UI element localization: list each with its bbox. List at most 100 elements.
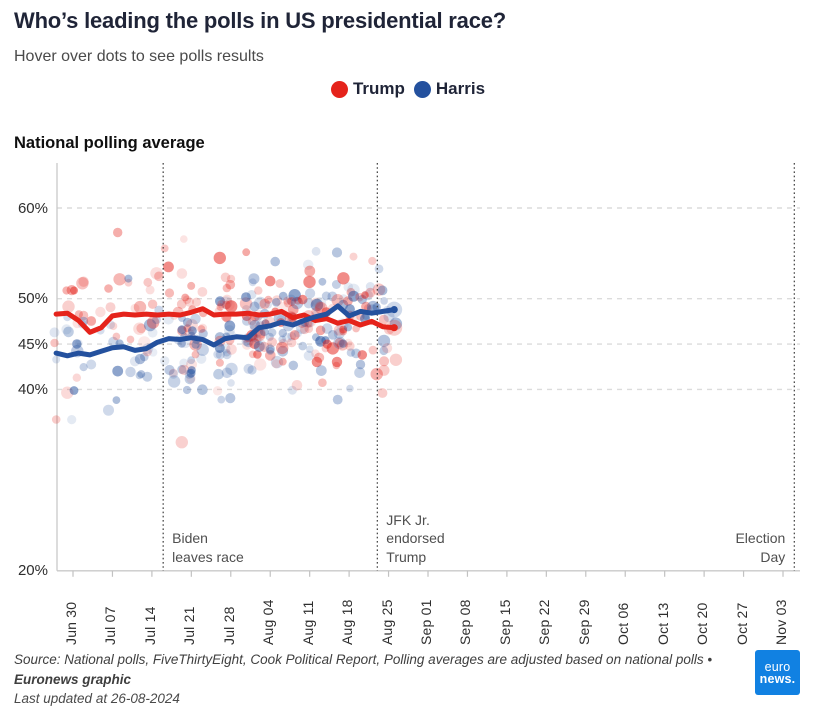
poll-dot-harris[interactable] bbox=[213, 368, 224, 380]
poll-dot-harris[interactable] bbox=[221, 367, 233, 379]
poll-dot-trump[interactable] bbox=[70, 286, 78, 295]
poll-dot-harris[interactable] bbox=[288, 360, 299, 371]
poll-dot-harris[interactable] bbox=[177, 365, 187, 374]
poll-dot-trump[interactable] bbox=[331, 356, 343, 368]
poll-dot-harris[interactable] bbox=[333, 336, 346, 349]
poll-dot-harris[interactable] bbox=[152, 315, 161, 325]
poll-dot-harris[interactable] bbox=[247, 365, 257, 375]
poll-dot-trump[interactable] bbox=[113, 273, 126, 286]
poll-dot-harris[interactable] bbox=[248, 273, 260, 285]
poll-dot-trump[interactable] bbox=[276, 341, 289, 355]
poll-dot-trump[interactable] bbox=[361, 291, 369, 299]
poll-dot-harris[interactable] bbox=[248, 278, 257, 287]
poll-dot-trump[interactable] bbox=[176, 299, 187, 310]
poll-dot-harris[interactable] bbox=[224, 325, 235, 336]
poll-dot-trump[interactable] bbox=[278, 338, 288, 348]
poll-dot-trump[interactable] bbox=[271, 359, 281, 369]
poll-dot-trump[interactable] bbox=[143, 277, 153, 287]
harris-average-line[interactable] bbox=[53, 303, 397, 359]
poll-dot-harris[interactable] bbox=[188, 326, 197, 336]
poll-dot-trump[interactable] bbox=[349, 252, 358, 261]
poll-dot-trump[interactable] bbox=[215, 358, 224, 367]
poll-dot-trump[interactable] bbox=[184, 297, 195, 307]
poll-dot-harris[interactable] bbox=[196, 343, 209, 356]
poll-dot-harris[interactable] bbox=[318, 277, 327, 286]
poll-dot-harris[interactable] bbox=[196, 353, 207, 364]
poll-dot-harris[interactable] bbox=[265, 344, 275, 354]
poll-dot-trump[interactable] bbox=[304, 324, 314, 334]
legend-item-harris[interactable]: Harris bbox=[413, 79, 485, 99]
trump-line-end-marker[interactable] bbox=[390, 324, 398, 332]
poll-dot-harris[interactable] bbox=[311, 246, 321, 256]
poll-dot-harris[interactable] bbox=[112, 396, 121, 404]
poll-dot-trump[interactable] bbox=[242, 248, 251, 257]
poll-dot-harris[interactable] bbox=[377, 334, 391, 348]
poll-dot-harris[interactable] bbox=[287, 385, 297, 395]
poll-dot-harris[interactable] bbox=[215, 296, 225, 307]
poll-dot-trump[interactable] bbox=[370, 367, 383, 381]
poll-dot-trump[interactable] bbox=[377, 388, 388, 398]
poll-dot-trump[interactable] bbox=[66, 285, 77, 296]
poll-dot-harris[interactable] bbox=[355, 359, 366, 370]
poll-dot-harris[interactable] bbox=[147, 327, 158, 338]
poll-dot-trump[interactable] bbox=[104, 284, 113, 293]
poll-dot-harris[interactable] bbox=[168, 369, 179, 379]
poll-dot-harris[interactable] bbox=[278, 335, 287, 344]
poll-dot-harris[interactable] bbox=[288, 289, 301, 302]
poll-dot-trump[interactable] bbox=[303, 275, 316, 289]
poll-dot-trump[interactable] bbox=[267, 337, 277, 348]
poll-dot-trump[interactable] bbox=[146, 316, 160, 329]
poll-dot-harris[interactable] bbox=[383, 311, 395, 323]
poll-dot-trump[interactable] bbox=[72, 373, 82, 382]
poll-dot-trump[interactable] bbox=[136, 323, 146, 334]
poll-dot-trump[interactable] bbox=[74, 310, 83, 319]
poll-dot-harris[interactable] bbox=[287, 331, 297, 341]
poll-dot-harris[interactable] bbox=[365, 282, 375, 291]
poll-dot-harris[interactable] bbox=[241, 292, 251, 302]
poll-dot-trump[interactable] bbox=[311, 356, 323, 368]
poll-dot-harris[interactable] bbox=[69, 386, 79, 395]
legend-item-trump[interactable]: Trump bbox=[330, 79, 405, 99]
poll-dot-trump[interactable] bbox=[217, 300, 226, 309]
poll-dot-trump[interactable] bbox=[169, 368, 178, 378]
poll-dot-harris[interactable] bbox=[72, 339, 82, 349]
poll-dot-harris[interactable] bbox=[321, 323, 333, 334]
poll-dot-trump[interactable] bbox=[249, 338, 260, 350]
poll-dot-harris[interactable] bbox=[187, 366, 196, 375]
poll-dot-trump[interactable] bbox=[126, 335, 135, 344]
poll-dot-trump[interactable] bbox=[113, 227, 123, 238]
poll-dot-trump[interactable] bbox=[345, 341, 355, 351]
poll-dot-harris[interactable] bbox=[306, 345, 314, 354]
poll-dot-harris[interactable] bbox=[61, 324, 72, 335]
poll-dot-trump[interactable] bbox=[389, 353, 403, 366]
poll-dot-trump[interactable] bbox=[130, 303, 140, 313]
poll-dot-harris[interactable] bbox=[277, 345, 289, 357]
poll-dot-harris[interactable] bbox=[125, 366, 136, 378]
poll-dot-harris[interactable] bbox=[265, 332, 274, 341]
poll-dot-harris[interactable] bbox=[379, 346, 389, 356]
poll-dot-harris[interactable] bbox=[134, 353, 146, 365]
poll-dot-harris[interactable] bbox=[243, 363, 254, 374]
poll-dot-trump[interactable] bbox=[289, 330, 300, 341]
poll-dot-trump[interactable] bbox=[180, 235, 188, 243]
poll-dot-trump[interactable] bbox=[178, 364, 190, 375]
poll-dot-trump[interactable] bbox=[225, 279, 236, 290]
poll-dot-trump[interactable] bbox=[336, 339, 348, 351]
poll-dot-harris[interactable] bbox=[305, 288, 316, 299]
poll-dot-harris[interactable] bbox=[177, 325, 187, 334]
poll-dot-trump[interactable] bbox=[164, 288, 175, 298]
poll-dot-trump[interactable] bbox=[339, 327, 348, 336]
poll-dot-trump[interactable] bbox=[326, 342, 339, 355]
poll-dot-harris[interactable] bbox=[63, 326, 74, 338]
poll-dot-trump[interactable] bbox=[368, 256, 377, 266]
poll-dot-harris[interactable] bbox=[380, 297, 388, 305]
poll-dot-trump[interactable] bbox=[297, 294, 308, 305]
poll-dot-trump[interactable] bbox=[147, 299, 158, 309]
poll-dot-trump[interactable] bbox=[337, 272, 350, 285]
poll-dot-trump[interactable] bbox=[334, 337, 345, 348]
poll-dot-trump[interactable] bbox=[160, 244, 169, 253]
poll-dot-trump[interactable] bbox=[175, 436, 188, 449]
poll-dot-trump[interactable] bbox=[361, 301, 371, 312]
poll-dot-harris[interactable] bbox=[182, 385, 192, 395]
